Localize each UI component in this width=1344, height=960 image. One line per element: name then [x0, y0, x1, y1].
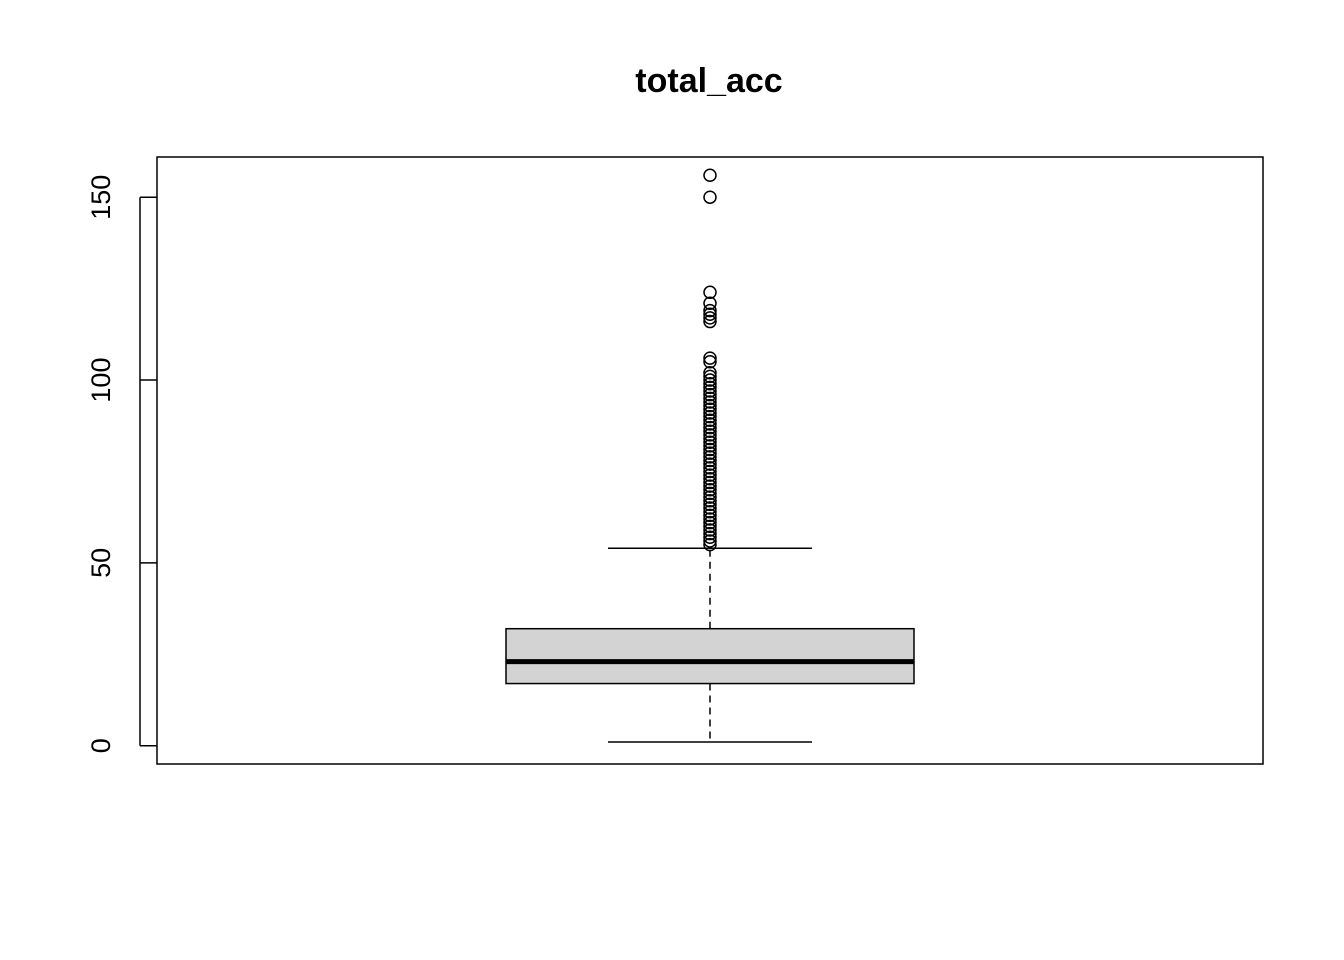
outlier-point: [703, 442, 717, 457]
outlier-point: [703, 523, 717, 537]
outlier-point: [703, 406, 717, 420]
outlier-point: [703, 311, 717, 325]
outlier-point: [703, 504, 717, 519]
outlier-point: [703, 439, 717, 453]
outlier-point: [703, 417, 717, 431]
outlier-point: [703, 314, 717, 329]
outlier-point: [703, 537, 717, 552]
outlier-point: [703, 303, 717, 318]
outlier-point: [703, 296, 717, 311]
iqr-box: [505, 627, 915, 685]
chart-title: total_acc: [635, 62, 782, 100]
outlier-point: [703, 515, 717, 530]
outlier-point: [703, 351, 717, 365]
outlier-point: [703, 490, 717, 504]
outlier-point: [703, 512, 717, 526]
outlier-point: [703, 376, 717, 391]
outlier-point: [703, 501, 717, 515]
y-tick-label-50: 50: [86, 548, 116, 578]
outlier-point: [703, 530, 717, 545]
outlier-point: [703, 431, 717, 446]
outlier-point: [703, 461, 717, 475]
outlier-point: [703, 468, 717, 482]
outlier-point: [703, 409, 717, 424]
outlier-point: [703, 190, 717, 204]
outlier-point: [703, 355, 717, 369]
outlier-point: [703, 450, 717, 464]
outlier-point: [703, 457, 717, 471]
outlier-point: [703, 453, 717, 468]
outlier-point: [703, 483, 717, 497]
outlier-point: [703, 387, 717, 402]
outlier-point: [703, 420, 717, 435]
outlier-points: [703, 168, 717, 552]
outlier-point: [703, 479, 717, 493]
outlier-point: [703, 398, 717, 413]
outlier-point: [703, 472, 717, 486]
outlier-point: [703, 307, 717, 321]
outlier-point: [703, 497, 717, 512]
outlier-point: [703, 413, 717, 428]
y-tick-label-100: 100: [86, 358, 116, 403]
outlier-point: [703, 380, 717, 395]
outlier-point: [703, 373, 717, 387]
y-tick-label-150: 150: [86, 175, 116, 220]
outlier-point: [703, 428, 717, 442]
outlier-point: [703, 391, 717, 406]
outlier-point: [703, 168, 717, 183]
outlier-point: [703, 365, 717, 380]
outlier-point: [703, 402, 717, 417]
plot-frame: [156, 156, 1264, 765]
outlier-point: [703, 435, 717, 449]
outlier-point: [703, 486, 717, 501]
outlier-point: [703, 285, 717, 300]
outlier-point: [703, 395, 717, 409]
outlier-point: [703, 493, 717, 508]
outlier-point: [703, 526, 717, 541]
outlier-point: [703, 475, 717, 490]
y-tick-label-0: 0: [86, 738, 116, 753]
outlier-point: [703, 424, 717, 438]
outlier-point: [703, 508, 717, 523]
outlier-point: [703, 369, 717, 384]
y-axis: 0 50 100 150: [86, 175, 157, 753]
outlier-point: [703, 384, 717, 398]
outlier-point: [703, 464, 717, 479]
outlier-point: [703, 446, 717, 460]
outlier-point: [703, 534, 717, 548]
outlier-point: [703, 519, 717, 534]
box-group: [505, 547, 915, 743]
